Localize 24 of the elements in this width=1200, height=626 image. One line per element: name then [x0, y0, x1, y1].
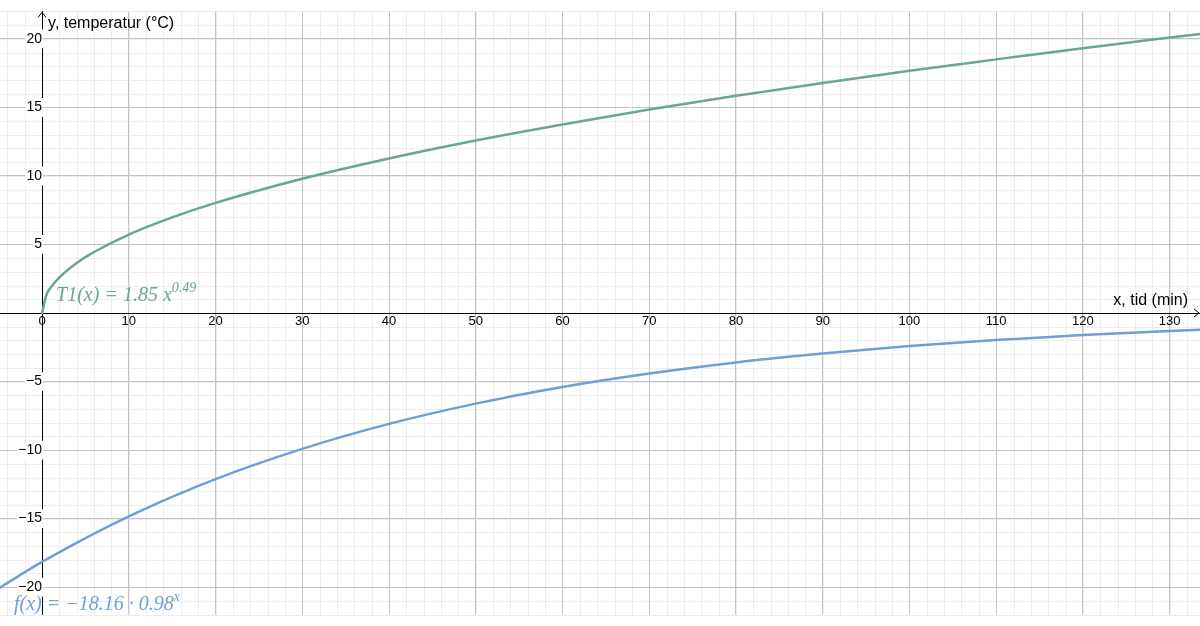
- line-series: [40, 32, 1200, 315]
- x-tick-label: 110: [985, 313, 1007, 329]
- y-tick-label: −5: [26, 372, 43, 389]
- x-tick-label: 130: [1158, 313, 1181, 329]
- y-tick-label: −15: [18, 509, 43, 526]
- x-axis-title: x, tid (min): [1113, 291, 1188, 309]
- x-tick-label: 60: [555, 313, 570, 329]
- x-tick-label: 20: [208, 313, 223, 329]
- line-series: [0, 328, 1200, 589]
- x-tick-label: 80: [728, 313, 744, 329]
- y-tick-label: 15: [26, 98, 43, 115]
- y-axis-title: y, temperatur (°C): [48, 13, 175, 31]
- x-tick-label: 120: [1072, 313, 1094, 329]
- x-tick-label: 100: [898, 313, 921, 329]
- x-tick-label: 10: [121, 313, 137, 329]
- y-tick-label: 5: [34, 235, 43, 252]
- y-tick-label: 20: [26, 29, 43, 46]
- x-tick-label: 70: [641, 313, 657, 329]
- x-tick-label: 90: [815, 313, 830, 329]
- x-tick-label: 30: [295, 313, 310, 329]
- x-tick-label: 40: [381, 313, 397, 329]
- y-tick-label: −10: [18, 440, 43, 457]
- x-tick-label: 50: [468, 313, 483, 329]
- y-tick-label: 10: [26, 166, 43, 183]
